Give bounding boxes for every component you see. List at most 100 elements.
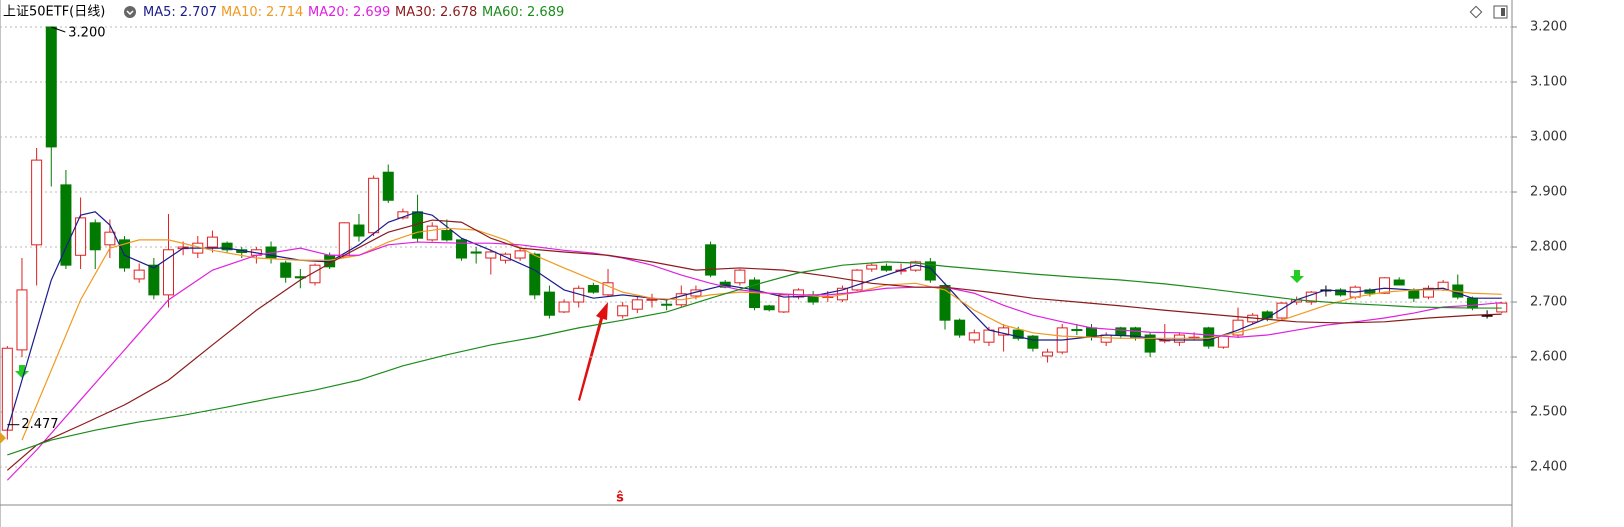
candle-body — [763, 305, 775, 311]
high-label: 3.200 — [68, 26, 105, 41]
candle-body — [1422, 287, 1434, 298]
candle-body — [734, 269, 746, 284]
green-arrow — [15, 365, 29, 378]
y-tick-label: 2.500 — [1530, 405, 1567, 420]
candle-body — [1203, 327, 1215, 347]
candle-body — [1276, 302, 1288, 319]
legend-entry: MA10: 2.714 — [221, 5, 303, 20]
candle-body — [89, 222, 101, 251]
candle-body — [470, 251, 482, 254]
green-arrow — [1290, 270, 1304, 283]
candle-body — [1086, 327, 1098, 337]
candle-body — [1408, 289, 1420, 299]
legend-name: MA5: — [143, 5, 176, 20]
candle-body — [866, 264, 878, 270]
legend-name: MA60: — [482, 5, 523, 20]
candle-body — [1466, 297, 1478, 309]
ma-line — [6, 219, 1502, 471]
candle-body — [206, 236, 218, 248]
legend-name: MA20: — [308, 5, 349, 20]
legend-value: 2.714 — [266, 5, 303, 20]
candle-body — [968, 332, 980, 341]
legend-entry: MA20: 2.699 — [308, 5, 390, 20]
candle-body — [368, 177, 380, 234]
candle-body — [485, 251, 497, 259]
candle-body — [280, 262, 292, 278]
candle-body — [1393, 279, 1405, 286]
y-tick-label: 2.600 — [1530, 350, 1567, 365]
candle-body — [104, 231, 116, 246]
candle-body — [705, 244, 717, 276]
candle-body — [749, 279, 761, 309]
candle-body — [162, 249, 174, 296]
candle-body — [558, 301, 570, 313]
candle-body — [998, 327, 1010, 336]
candle-body — [148, 264, 160, 296]
legend-entry: MA60: 2.689 — [482, 5, 564, 20]
candle-body — [880, 265, 892, 271]
candle-body — [1012, 329, 1024, 339]
low-label: 2.477 — [21, 417, 58, 432]
chart-title: 上证50ETF(日线) — [3, 5, 105, 20]
candle-body — [1115, 327, 1127, 336]
candle-body — [778, 294, 790, 313]
candle-body — [602, 282, 614, 296]
legend-icon-arrow — [126, 10, 134, 16]
candle-body — [1071, 329, 1083, 332]
candle-body — [60, 184, 72, 266]
candle-body — [587, 285, 599, 293]
y-tick-label: 3.100 — [1530, 75, 1567, 90]
candle-body — [646, 298, 658, 301]
y-tick-label: 2.800 — [1530, 240, 1567, 255]
candle-body — [1217, 335, 1229, 348]
candle-body — [31, 159, 43, 246]
candle-body — [221, 242, 233, 251]
candle-body — [426, 225, 438, 241]
candle-body — [1129, 327, 1141, 338]
candle-body — [1379, 277, 1391, 294]
candle-body — [514, 250, 526, 259]
ma-line — [6, 211, 1502, 431]
y-tick-label: 2.900 — [1530, 185, 1567, 200]
candle-body — [382, 171, 394, 201]
candle-body — [353, 224, 365, 237]
candle-body — [939, 285, 951, 321]
y-tick-label: 2.700 — [1530, 295, 1567, 310]
ma-line — [7, 261, 1502, 456]
high-pointer — [51, 26, 66, 33]
candle-body — [631, 299, 643, 310]
legend-value: 2.689 — [527, 5, 564, 20]
panel-icon-fill — [1501, 8, 1505, 16]
y-tick-label: 3.200 — [1530, 20, 1567, 35]
legend-value: 2.699 — [353, 5, 390, 20]
legend-icon — [124, 6, 136, 18]
candle-body — [441, 230, 453, 241]
red-arrow — [578, 302, 608, 401]
candle-body — [75, 217, 87, 256]
candle-body — [1027, 335, 1039, 349]
ma-line — [6, 241, 1502, 481]
candle-body — [1100, 334, 1112, 343]
candle-body — [456, 239, 468, 259]
candle-body — [16, 289, 28, 351]
plot — [0, 26, 1512, 481]
legend-value: 2.678 — [440, 5, 477, 20]
legend-name: MA10: — [221, 5, 262, 20]
candle-body — [338, 222, 350, 258]
candle-body — [1144, 334, 1156, 353]
legend-name: MA30: — [395, 5, 436, 20]
candle-body — [1042, 351, 1054, 357]
legend-entry: MA5: 2.707 — [143, 5, 217, 20]
marker-text: ŝ — [616, 491, 624, 506]
left-marker — [0, 432, 6, 444]
candle-body — [954, 319, 966, 336]
candle-body — [924, 261, 936, 281]
candle-body — [1335, 289, 1347, 296]
candle-body — [1261, 311, 1273, 319]
candle-body — [529, 253, 541, 296]
candle-body — [983, 329, 995, 343]
y-tick-label: 3.000 — [1530, 130, 1567, 145]
y-tick-label: 2.400 — [1530, 460, 1567, 475]
